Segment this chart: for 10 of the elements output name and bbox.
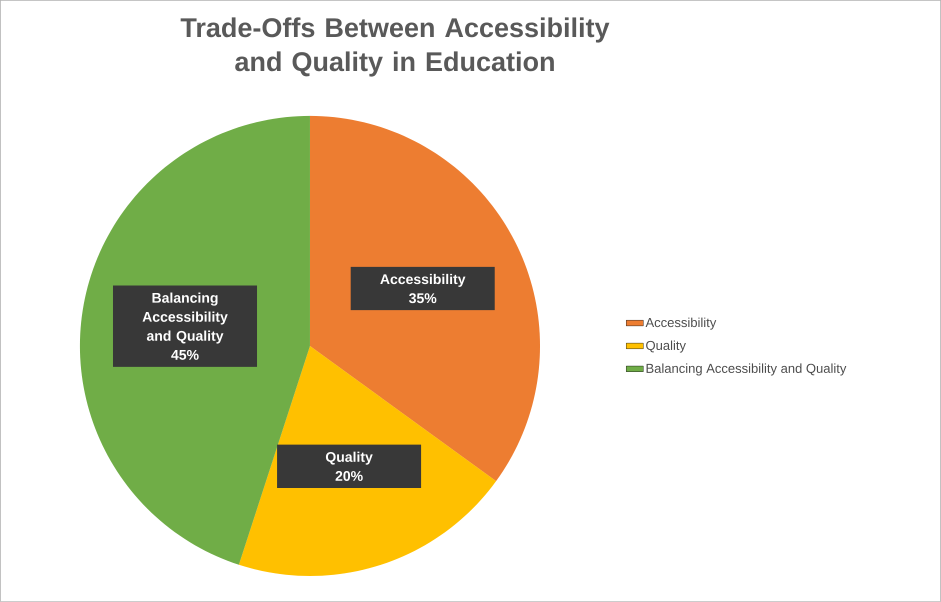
legend-label: Quality [646, 340, 686, 353]
slice-label: Balancing Accessibility and Quality [142, 292, 228, 344]
legend-label: Balancing Accessibility and Quality [646, 363, 846, 376]
data-label: 20% [336, 471, 363, 481]
data-label: 45% [171, 350, 199, 360]
chart-title: Trade-Offs Between Accessibility and Quality in Education [180, 17, 610, 77]
slice-label: Quality [326, 452, 373, 465]
legend-label: Accessibility [646, 318, 716, 330]
slice-label: Accessibility [380, 274, 466, 287]
data-label: 35% [409, 293, 436, 304]
